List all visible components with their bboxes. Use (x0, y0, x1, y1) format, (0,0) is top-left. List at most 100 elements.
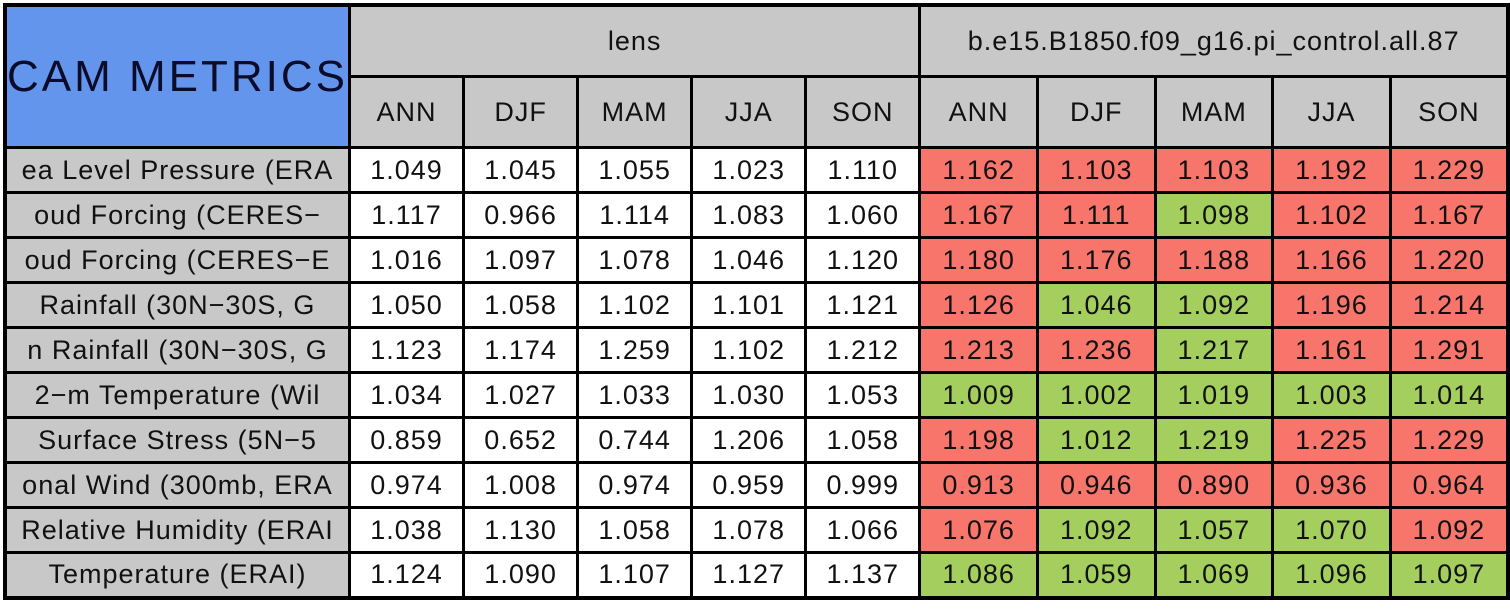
control-value-cell: 1.092 (1388, 506, 1510, 554)
lens-value-cell: 1.038 (347, 506, 466, 554)
control-value-cell: 1.176 (1035, 236, 1157, 284)
lens-value-cell: 1.206 (690, 416, 808, 464)
control-value-cell: 1.097 (1388, 551, 1510, 599)
control-value-cell: 1.098 (1153, 191, 1275, 239)
table-row: oud Forcing (CERES− 1.117 0.966 1.114 1.083 1… (3, 191, 1510, 239)
lens-value-cell: 1.110 (804, 146, 922, 194)
lens-value-cell: 1.174 (462, 326, 580, 374)
lens-value-cell: 1.120 (804, 236, 922, 284)
table-row: n Rainfall (30N−30S, G 1.123 1.174 1.259 1.1… (3, 326, 1510, 374)
table-row: Temperature (ERAI) 1.124 1.090 1.107 1.127 1.… (3, 551, 1510, 599)
lens-value-cell: 1.083 (690, 191, 808, 239)
season-header-control-ann: ANN (918, 75, 1039, 149)
lens-value-cell: 1.107 (576, 551, 694, 599)
control-value-cell: 1.229 (1388, 146, 1510, 194)
control-value-cell: 1.192 (1271, 146, 1392, 194)
lens-value-cell: 1.078 (690, 506, 808, 554)
control-value-cell: 1.166 (1271, 236, 1392, 284)
table-title: CAM METRICS (3, 3, 351, 149)
lens-value-cell: 0.859 (347, 416, 466, 464)
row-label: 2−m Temperature (Wil (3, 371, 351, 419)
lens-value-cell: 1.090 (462, 551, 580, 599)
control-value-cell: 1.002 (1035, 371, 1157, 419)
control-value-cell: 0.936 (1271, 461, 1392, 509)
season-header-lens-jja: JJA (690, 75, 808, 149)
control-value-cell: 0.890 (1153, 461, 1275, 509)
control-value-cell: 1.092 (1035, 506, 1157, 554)
row-label: onal Wind (300mb, ERA (3, 461, 351, 509)
lens-value-cell: 0.966 (462, 191, 580, 239)
lens-value-cell: 1.008 (462, 461, 580, 509)
control-value-cell: 1.069 (1153, 551, 1275, 599)
control-value-cell: 1.103 (1153, 146, 1275, 194)
row-label: Temperature (ERAI) (3, 551, 351, 599)
lens-value-cell: 1.033 (576, 371, 694, 419)
control-value-cell: 1.219 (1153, 416, 1275, 464)
control-value-cell: 1.180 (918, 236, 1039, 284)
group-header-lens: lens (347, 3, 922, 78)
control-value-cell: 1.291 (1388, 326, 1510, 374)
control-value-cell: 1.103 (1035, 146, 1157, 194)
control-value-cell: 1.236 (1035, 326, 1157, 374)
control-value-cell: 1.167 (1388, 191, 1510, 239)
lens-value-cell: 1.117 (347, 191, 466, 239)
control-value-cell: 1.126 (918, 281, 1039, 329)
control-value-cell: 1.217 (1153, 326, 1275, 374)
season-header-control-jja: JJA (1271, 75, 1392, 149)
row-label: Surface Stress (5N−5 (3, 416, 351, 464)
lens-value-cell: 1.058 (804, 416, 922, 464)
row-label: ea Level Pressure (ERA (3, 146, 351, 194)
control-value-cell: 1.057 (1153, 506, 1275, 554)
lens-value-cell: 1.055 (576, 146, 694, 194)
lens-value-cell: 1.053 (804, 371, 922, 419)
lens-value-cell: 1.027 (462, 371, 580, 419)
control-value-cell: 1.076 (918, 506, 1039, 554)
table-row: Rainfall (30N−30S, G 1.050 1.058 1.102 1.101… (3, 281, 1510, 329)
control-value-cell: 1.220 (1388, 236, 1510, 284)
row-label: oud Forcing (CERES− (3, 191, 351, 239)
lens-value-cell: 1.058 (462, 281, 580, 329)
cam-metrics-table: CAM METRICS lens b.e15.B1850.f09_g16.pi_… (3, 3, 1510, 600)
lens-value-cell: 1.097 (462, 236, 580, 284)
season-header-lens-ann: ANN (347, 75, 466, 149)
lens-value-cell: 1.123 (347, 326, 466, 374)
control-value-cell: 1.070 (1271, 506, 1392, 554)
lens-value-cell: 1.259 (576, 326, 694, 374)
control-value-cell: 1.046 (1035, 281, 1157, 329)
control-value-cell: 1.086 (918, 551, 1039, 599)
metrics-table-frame: CAM METRICS lens b.e15.B1850.f09_g16.pi_… (3, 3, 1510, 600)
control-value-cell: 1.196 (1271, 281, 1392, 329)
lens-value-cell: 1.034 (347, 371, 466, 419)
season-header-control-djf: DJF (1035, 75, 1157, 149)
lens-value-cell: 1.030 (690, 371, 808, 419)
lens-value-cell: 0.999 (804, 461, 922, 509)
table-row: 2−m Temperature (Wil 1.034 1.027 1.033 1.030… (3, 371, 1510, 419)
lens-value-cell: 1.130 (462, 506, 580, 554)
control-value-cell: 1.213 (918, 326, 1039, 374)
control-value-cell: 1.096 (1271, 551, 1392, 599)
row-label: n Rainfall (30N−30S, G (3, 326, 351, 374)
control-value-cell: 1.167 (918, 191, 1039, 239)
table-row: oud Forcing (CERES−E 1.016 1.097 1.078 1.046… (3, 236, 1510, 284)
control-value-cell: 1.059 (1035, 551, 1157, 599)
control-value-cell: 0.964 (1388, 461, 1510, 509)
table-row: ea Level Pressure (ERA 1.049 1.045 1.055 1.0… (3, 146, 1510, 194)
control-value-cell: 0.946 (1035, 461, 1157, 509)
row-label: oud Forcing (CERES−E (3, 236, 351, 284)
control-value-cell: 1.012 (1035, 416, 1157, 464)
control-value-cell: 1.019 (1153, 371, 1275, 419)
control-value-cell: 1.102 (1271, 191, 1392, 239)
lens-value-cell: 1.023 (690, 146, 808, 194)
control-value-cell: 1.162 (918, 146, 1039, 194)
control-value-cell: 1.225 (1271, 416, 1392, 464)
control-value-cell: 1.198 (918, 416, 1039, 464)
control-value-cell: 1.188 (1153, 236, 1275, 284)
control-value-cell: 1.161 (1271, 326, 1392, 374)
lens-value-cell: 0.652 (462, 416, 580, 464)
lens-value-cell: 1.066 (804, 506, 922, 554)
table-row: Relative Humidity (ERAI 1.038 1.130 1.058 1.… (3, 506, 1510, 554)
lens-value-cell: 1.046 (690, 236, 808, 284)
row-label: Relative Humidity (ERAI (3, 506, 351, 554)
control-value-cell: 0.913 (918, 461, 1039, 509)
lens-value-cell: 1.016 (347, 236, 466, 284)
